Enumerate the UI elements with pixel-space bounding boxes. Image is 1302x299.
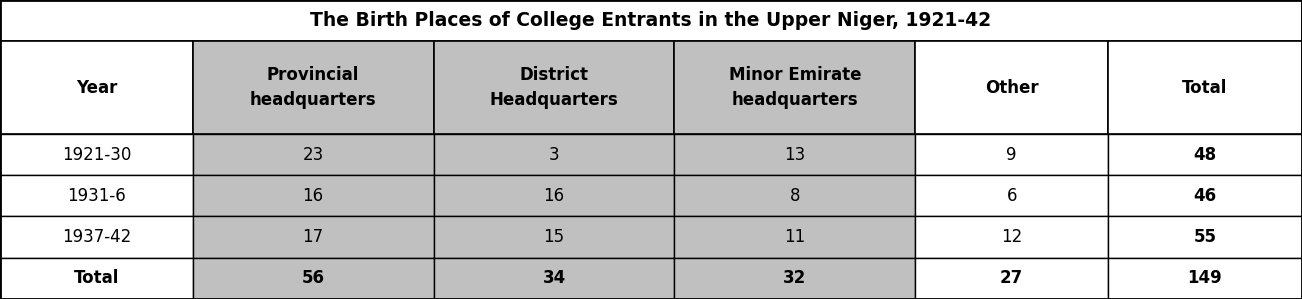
Text: 27: 27 (1000, 269, 1023, 287)
Bar (434, 258, 674, 299)
Bar (0, 258, 193, 299)
Text: 8: 8 (789, 187, 801, 205)
Text: 9: 9 (1006, 146, 1017, 164)
Text: Provincial
headquarters: Provincial headquarters (250, 66, 376, 109)
Text: 32: 32 (784, 269, 806, 287)
Bar (1108, 175, 1302, 216)
Text: 3: 3 (548, 146, 560, 164)
Bar (0, 175, 193, 216)
Text: 1921-30: 1921-30 (61, 146, 132, 164)
Text: Other: Other (984, 79, 1039, 97)
Text: 34: 34 (543, 269, 565, 287)
Bar (674, 175, 915, 216)
Bar (1108, 216, 1302, 258)
Text: 23: 23 (302, 146, 324, 164)
Bar (0, 216, 193, 258)
Text: 6: 6 (1006, 187, 1017, 205)
Bar (193, 175, 434, 216)
Text: 12: 12 (1001, 228, 1022, 246)
Text: 46: 46 (1194, 187, 1216, 205)
Text: Year: Year (76, 79, 117, 97)
Text: 16: 16 (302, 187, 324, 205)
Text: 55: 55 (1194, 228, 1216, 246)
Bar (434, 175, 674, 216)
Bar (434, 134, 674, 175)
Bar (674, 216, 915, 258)
Text: 13: 13 (784, 146, 806, 164)
Text: 17: 17 (302, 228, 324, 246)
Bar (193, 258, 434, 299)
Bar (915, 41, 1108, 134)
Text: Total: Total (1182, 79, 1228, 97)
Text: 48: 48 (1194, 146, 1216, 164)
Text: Minor Emirate
headquarters: Minor Emirate headquarters (729, 66, 861, 109)
Text: 11: 11 (784, 228, 806, 246)
Bar (915, 258, 1108, 299)
Bar (1108, 41, 1302, 134)
Bar (193, 134, 434, 175)
Text: 149: 149 (1187, 269, 1223, 287)
Bar (0, 0, 1302, 41)
Bar (674, 134, 915, 175)
Bar (674, 41, 915, 134)
Bar (193, 216, 434, 258)
Bar (1108, 258, 1302, 299)
Bar (193, 41, 434, 134)
Bar (1108, 134, 1302, 175)
Bar (915, 134, 1108, 175)
Bar (0, 134, 193, 175)
Bar (434, 41, 674, 134)
Bar (434, 216, 674, 258)
Text: 1931-6: 1931-6 (66, 187, 126, 205)
Bar (674, 258, 915, 299)
Bar (915, 175, 1108, 216)
Bar (0, 41, 193, 134)
Text: 16: 16 (543, 187, 565, 205)
Bar (915, 216, 1108, 258)
Text: 56: 56 (302, 269, 324, 287)
Text: 15: 15 (543, 228, 565, 246)
Text: The Birth Places of College Entrants in the Upper Niger, 1921-42: The Birth Places of College Entrants in … (310, 11, 992, 30)
Text: District
Headquarters: District Headquarters (490, 66, 618, 109)
Text: 1937-42: 1937-42 (61, 228, 132, 246)
Text: Total: Total (74, 269, 118, 287)
